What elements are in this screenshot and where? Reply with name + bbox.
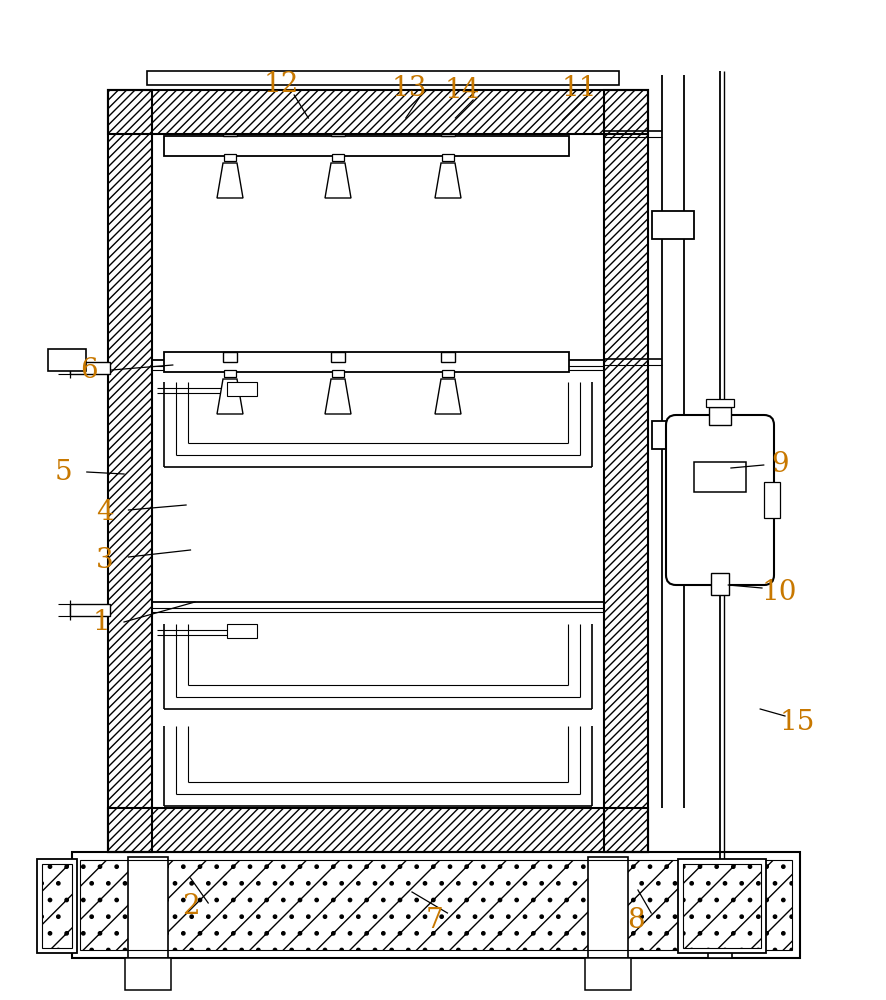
Text: 6: 6	[80, 357, 97, 383]
Bar	[108, 808, 648, 852]
Text: 3: 3	[96, 546, 113, 574]
Bar	[683, 864, 761, 948]
Bar	[224, 370, 236, 377]
Bar	[128, 857, 168, 958]
Text: 7: 7	[425, 906, 443, 934]
Polygon shape	[217, 163, 243, 198]
Bar	[108, 90, 648, 134]
Bar	[37, 859, 77, 953]
Bar	[604, 90, 648, 852]
Text: 10: 10	[762, 578, 797, 605]
FancyBboxPatch shape	[666, 415, 774, 585]
Bar	[227, 624, 257, 638]
Text: 14: 14	[445, 77, 480, 104]
Bar	[108, 90, 648, 134]
Polygon shape	[325, 163, 351, 198]
Bar	[441, 134, 455, 136]
Bar	[72, 852, 800, 958]
Bar	[652, 211, 694, 239]
Bar	[678, 859, 766, 953]
Bar	[80, 860, 792, 950]
Bar	[108, 90, 152, 852]
Text: 2: 2	[182, 894, 199, 920]
Bar	[764, 482, 780, 518]
Bar	[147, 71, 619, 85]
Bar	[585, 958, 631, 990]
Polygon shape	[435, 163, 461, 198]
Bar	[694, 462, 746, 492]
Bar	[223, 352, 237, 362]
Text: 9: 9	[771, 452, 789, 479]
Bar	[80, 860, 792, 950]
Bar	[441, 352, 455, 362]
Bar	[48, 349, 86, 371]
Bar	[604, 90, 648, 852]
Bar	[706, 399, 734, 407]
Text: 11: 11	[562, 75, 597, 102]
Bar	[588, 857, 628, 958]
Bar	[164, 136, 569, 156]
Bar	[332, 370, 344, 377]
Text: 12: 12	[264, 72, 299, 99]
Bar	[42, 864, 72, 948]
Bar	[331, 352, 345, 362]
Bar	[108, 808, 648, 852]
Polygon shape	[325, 379, 351, 414]
Bar	[442, 154, 454, 161]
Polygon shape	[435, 379, 461, 414]
Bar	[70, 362, 110, 374]
Text: 4: 4	[96, 498, 113, 526]
Text: 1: 1	[93, 608, 111, 636]
Bar	[42, 864, 72, 948]
Bar	[227, 382, 257, 396]
Bar	[70, 604, 110, 616]
Bar	[332, 154, 344, 161]
Polygon shape	[217, 379, 243, 414]
Text: 13: 13	[392, 75, 427, 102]
Bar	[223, 134, 237, 136]
Bar	[331, 134, 345, 136]
Bar	[442, 370, 454, 377]
Bar	[108, 90, 152, 852]
Text: 15: 15	[780, 708, 815, 736]
Bar	[708, 905, 732, 958]
Bar	[152, 356, 604, 366]
Bar	[125, 958, 171, 990]
Bar	[224, 154, 236, 161]
Text: 5: 5	[55, 458, 73, 486]
Bar	[164, 352, 569, 372]
Bar	[711, 573, 729, 595]
Text: 8: 8	[627, 906, 645, 934]
Bar	[709, 407, 731, 425]
Bar	[652, 421, 694, 449]
Bar	[152, 598, 604, 608]
Bar	[683, 864, 761, 948]
